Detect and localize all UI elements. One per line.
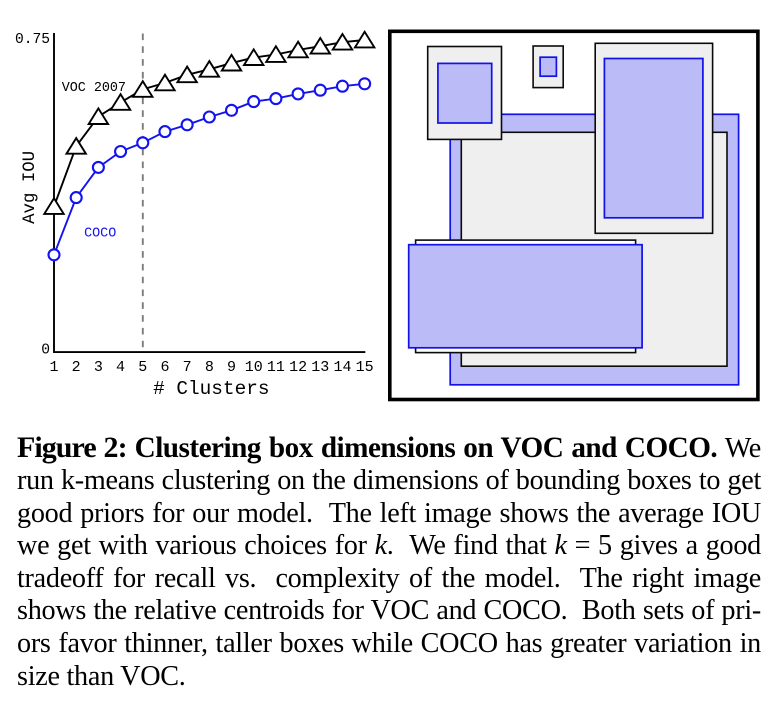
svg-text:0: 0 (41, 342, 50, 358)
svg-text:8: 8 (205, 359, 214, 376)
svg-text:13: 13 (311, 359, 329, 376)
svg-text:VOC 2007: VOC 2007 (62, 81, 126, 96)
svg-text:9: 9 (227, 359, 236, 376)
svg-text:3: 3 (94, 359, 103, 376)
svg-text:6: 6 (160, 359, 169, 376)
svg-text:# Clusters: # Clusters (153, 378, 269, 400)
svg-text:0.75: 0.75 (15, 32, 50, 48)
svg-text:11: 11 (267, 359, 285, 376)
svg-text:10: 10 (245, 359, 263, 376)
svg-text:2: 2 (72, 359, 81, 376)
svg-text:14: 14 (333, 359, 351, 376)
svg-text:7: 7 (183, 359, 192, 376)
svg-text:Avg IOU: Avg IOU (21, 151, 40, 224)
svg-text:4: 4 (116, 359, 125, 376)
svg-text:1: 1 (49, 359, 58, 376)
svg-text:5: 5 (138, 359, 147, 376)
svg-text:15: 15 (356, 359, 374, 376)
svg-text:12: 12 (289, 359, 307, 376)
svg-text:COCO: COCO (84, 226, 116, 241)
